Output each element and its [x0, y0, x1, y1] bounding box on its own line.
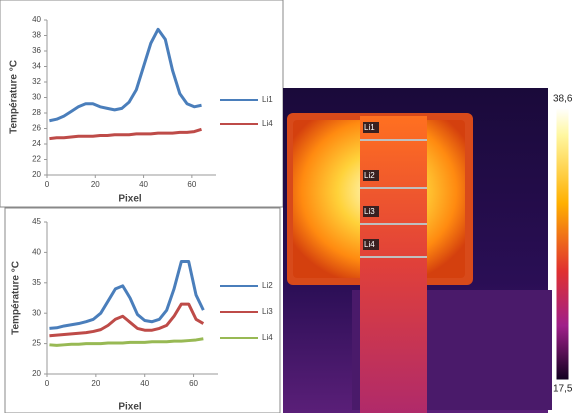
x-axis-label: Pixel: [118, 194, 142, 205]
x-tick-label: 0: [45, 379, 50, 388]
profile-label: Li3: [364, 207, 375, 216]
y-tick-label: 30: [32, 93, 41, 102]
y-tick-label: 25: [32, 339, 41, 348]
y-tick-label: 38: [32, 31, 41, 40]
y-tick-label: 24: [32, 139, 41, 148]
profile-label: Li1: [364, 123, 375, 132]
legend-label: Li2: [262, 281, 273, 290]
y-axis-label: Température °C: [11, 261, 22, 335]
y-tick-label: 45: [32, 217, 41, 226]
legend-label: Li1: [262, 95, 273, 104]
legend-label: Li4: [262, 119, 273, 128]
y-tick-label: 40: [32, 248, 41, 257]
thermal-image: [283, 88, 569, 413]
chart-frame: [0, 0, 283, 207]
x-tick-label: 40: [139, 180, 148, 189]
y-tick-label: 20: [32, 170, 41, 179]
y-tick-label: 40: [32, 15, 41, 24]
x-axis-label: Pixel: [118, 402, 142, 413]
profile-label: Li2: [364, 171, 375, 180]
x-tick-label: 0: [45, 180, 50, 189]
x-tick-label: 60: [189, 379, 198, 388]
y-tick-label: 22: [32, 155, 41, 164]
y-tick-label: 20: [32, 369, 41, 378]
thermal-strip: [360, 116, 427, 413]
y-axis-label: Température °C: [9, 60, 20, 134]
x-tick-label: 40: [140, 379, 149, 388]
legend-label: Li4: [262, 333, 273, 342]
y-tick-label: 34: [32, 62, 41, 71]
scale-min: 17,5: [553, 384, 573, 395]
x-tick-label: 20: [91, 180, 100, 189]
x-tick-label: 60: [187, 180, 196, 189]
profile-label: Li4: [364, 240, 375, 249]
y-tick-label: 26: [32, 124, 41, 133]
y-tick-label: 35: [32, 278, 41, 287]
y-tick-label: 30: [32, 308, 41, 317]
y-tick-label: 36: [32, 46, 41, 55]
color-scale: [556, 108, 569, 380]
y-tick-label: 32: [32, 77, 41, 86]
legend-label: Li3: [262, 307, 273, 316]
x-tick-label: 20: [91, 379, 100, 388]
scale-max: 38,6: [553, 94, 573, 105]
y-tick-label: 28: [32, 108, 41, 117]
page: 20 22 24 26 28 30 32 34 36 38 40 0 20 40 60 Pixel Tempér…: [0, 0, 573, 413]
